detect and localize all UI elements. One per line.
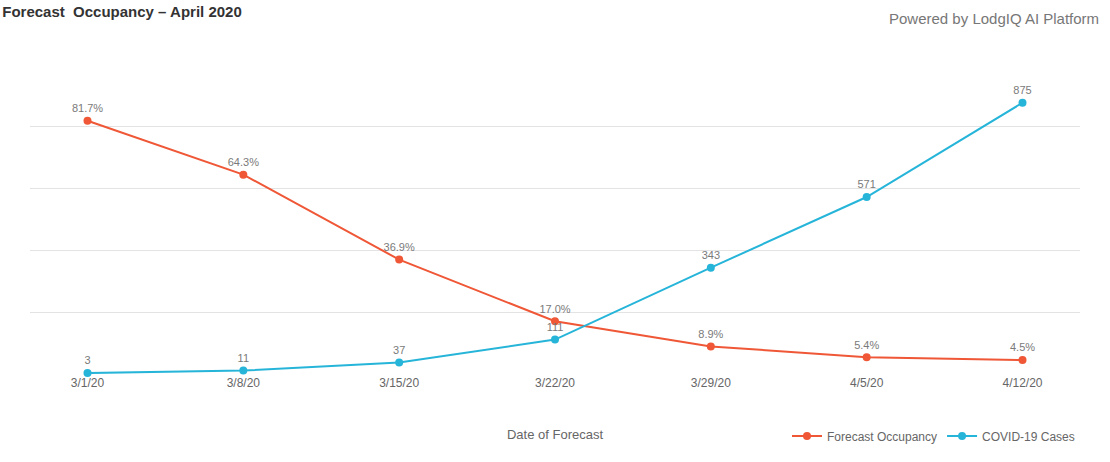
svg-text:343: 343 — [702, 249, 720, 261]
svg-text:4/12/20: 4/12/20 — [1002, 376, 1042, 390]
svg-text:Powered by LodgIQ AI Platform: Powered by LodgIQ AI Platform — [889, 10, 1099, 27]
svg-text:4/5/20: 4/5/20 — [850, 376, 884, 390]
svg-text:Date of Forecast: Date of Forecast — [507, 427, 603, 442]
svg-text:8.9%: 8.9% — [698, 328, 723, 340]
svg-text:36.9%: 36.9% — [384, 241, 415, 253]
svg-text:37: 37 — [393, 344, 405, 356]
svg-text:COVID-19 Cases: COVID-19 Cases — [982, 430, 1075, 444]
svg-text:571: 571 — [857, 178, 875, 190]
svg-text:Forecast Occupancy: Forecast Occupancy — [827, 430, 937, 444]
svg-text:3/1/20: 3/1/20 — [71, 376, 105, 390]
svg-text:11: 11 — [238, 352, 249, 364]
svg-text:3/8/20: 3/8/20 — [227, 376, 261, 390]
svg-text:81.7%: 81.7% — [72, 102, 103, 114]
svg-text:875: 875 — [1013, 84, 1031, 96]
svg-text:17.0%: 17.0% — [539, 303, 570, 315]
svg-text:4.5%: 4.5% — [1010, 341, 1035, 353]
svg-text:111: 111 — [547, 321, 564, 333]
svg-text:3: 3 — [84, 354, 90, 366]
svg-text:64.3%: 64.3% — [228, 156, 259, 168]
svg-text:3/15/20: 3/15/20 — [379, 376, 419, 390]
svg-text:3/29/20: 3/29/20 — [691, 376, 731, 390]
svg-text:5.4%: 5.4% — [854, 339, 879, 351]
svg-text:3/22/20: 3/22/20 — [535, 376, 575, 390]
svg-text:Forecast Occupancy – April 20: Forecast Occupancy – April 2020 — [2, 3, 242, 20]
